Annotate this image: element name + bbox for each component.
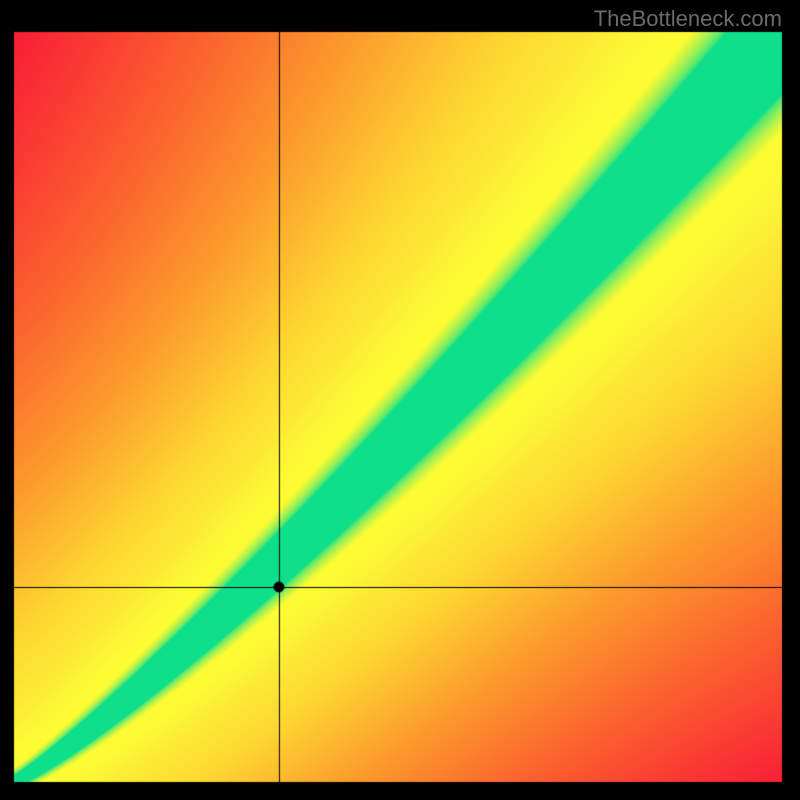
watermark-text: TheBottleneck.com: [594, 6, 782, 32]
bottleneck-heatmap: [0, 0, 800, 800]
